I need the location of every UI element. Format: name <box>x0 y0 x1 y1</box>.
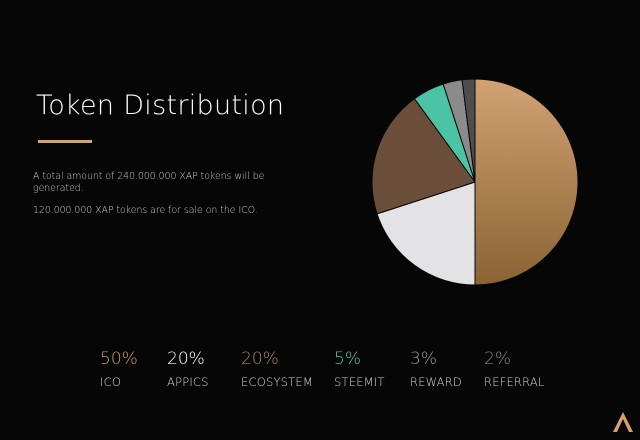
legend-label: STEEMIT <box>334 375 385 389</box>
pie-slice-appics <box>376 181 476 286</box>
legend-label: ICO <box>100 375 122 389</box>
legend-percent: 20% <box>167 349 205 369</box>
legend-label: APPICS <box>167 375 209 389</box>
legend-percent: 20% <box>241 349 279 369</box>
legend-label: REWARD <box>410 375 462 389</box>
legend-percent: 2% <box>484 349 511 369</box>
distribution-pie-chart <box>370 77 580 287</box>
legend-item-appics: 20% APPICS <box>167 348 209 389</box>
distribution-legend: 50% ICO 20% APPICS 20% ECOSYSTEM 5% STEEMIT 3% RE… <box>100 348 620 398</box>
appics-logo-icon <box>613 412 633 432</box>
legend-item-steemit: 5% STEEMIT <box>334 348 385 389</box>
legend-percent: 50% <box>100 349 138 369</box>
title-underline <box>38 140 92 143</box>
pie-slice-ico <box>474 78 579 286</box>
pie-svg <box>371 78 579 286</box>
ico-sale-text: 120.000.000 XAP tokens are for sale on t… <box>33 205 258 216</box>
legend-percent: 3% <box>410 349 437 369</box>
legend-item-ecosystem: 20% ECOSYSTEM <box>241 348 313 389</box>
legend-label: ECOSYSTEM <box>241 375 313 389</box>
legend-item-referral: 2% REFERRAL <box>484 348 545 389</box>
pie-slice-ecosystem <box>371 97 476 215</box>
pie-slice-referral <box>461 78 476 183</box>
legend-item-reward: 3% REWARD <box>410 348 462 389</box>
total-supply-text: A total amount of 240.000.000 XAP tokens… <box>33 171 265 194</box>
legend-label: REFERRAL <box>484 375 545 389</box>
legend-item-ico: 50% ICO <box>100 348 138 389</box>
slide-title: Token Distribution <box>36 90 285 121</box>
legend-percent: 5% <box>334 349 361 369</box>
